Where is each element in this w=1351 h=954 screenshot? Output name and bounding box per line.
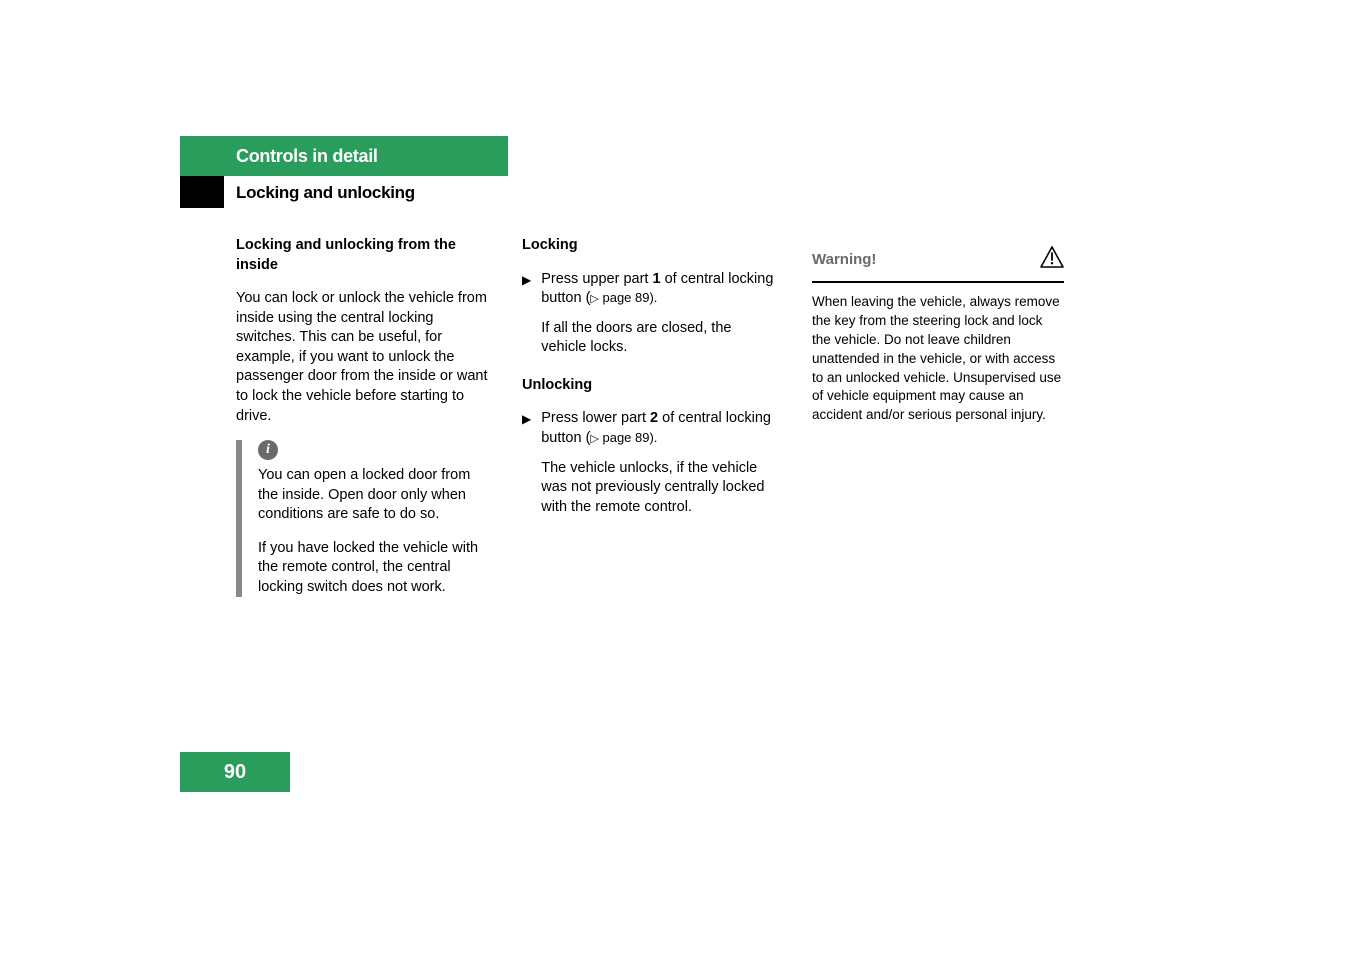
section-title: Locking and unlocking: [236, 183, 415, 203]
warning-body: When leaving the vehicle, always remove …: [812, 293, 1064, 425]
page-number-box: 90: [180, 752, 290, 792]
locking-bold-num: 1: [652, 271, 660, 287]
info-note-box: i You can open a locked door from the in…: [236, 440, 494, 597]
chapter-title: Controls in detail: [236, 146, 378, 167]
unlocking-step-body: Press lower part 2 of central locking bu…: [541, 409, 780, 517]
unlocking-heading: Unlocking: [522, 376, 780, 396]
page-number: 90: [224, 761, 246, 784]
unlocking-step: ▶ Press lower part 2 of central locking …: [522, 409, 780, 517]
info-paragraph-1: You can open a locked door from the insi…: [258, 466, 494, 525]
unlocking-bold-num: 2: [650, 410, 658, 426]
section-tab-marker: [180, 176, 224, 208]
info-paragraph-2: If you have locked the vehicle with the …: [258, 539, 494, 598]
info-icon: i: [258, 440, 278, 460]
warning-icon: [1040, 246, 1064, 273]
locking-step: ▶ Press upper part 1 of central locking …: [522, 270, 780, 358]
unlocking-step-text: Press lower part 2 of central locking bu…: [541, 409, 780, 448]
page-ref-icon: ▷: [590, 292, 598, 307]
locking-step-body: Press upper part 1 of central locking bu…: [541, 270, 780, 358]
bullet-icon: ▶: [522, 411, 531, 517]
bullet-icon: ▶: [522, 272, 531, 358]
chapter-header-bar: Controls in detail: [180, 136, 508, 176]
col1-heading: Locking and unlocking from the inside: [236, 236, 494, 275]
warning-box: Warning! When leaving the vehicle, alway…: [812, 246, 1064, 425]
warning-title: Warning!: [812, 251, 876, 268]
locking-pre: Press upper part: [541, 271, 652, 287]
locking-result: If all the doors are closed, the vehicle…: [541, 319, 780, 358]
unlocking-pre: Press lower part: [541, 410, 650, 426]
unlocking-result: The vehicle unlocks, if the vehicle was …: [541, 459, 780, 518]
locking-step-text: Press upper part 1 of central locking bu…: [541, 270, 780, 309]
locking-page-ref: page 89).: [599, 290, 658, 305]
warning-header: Warning!: [812, 246, 1064, 283]
column-middle: Locking ▶ Press upper part 1 of central …: [522, 236, 780, 611]
page-ref-icon: ▷: [590, 432, 598, 447]
locking-heading: Locking: [522, 236, 780, 256]
column-left: Locking and unlocking from the inside Yo…: [236, 236, 494, 611]
col1-intro: You can lock or unlock the vehicle from …: [236, 289, 494, 426]
unlocking-page-ref: page 89).: [599, 430, 658, 445]
